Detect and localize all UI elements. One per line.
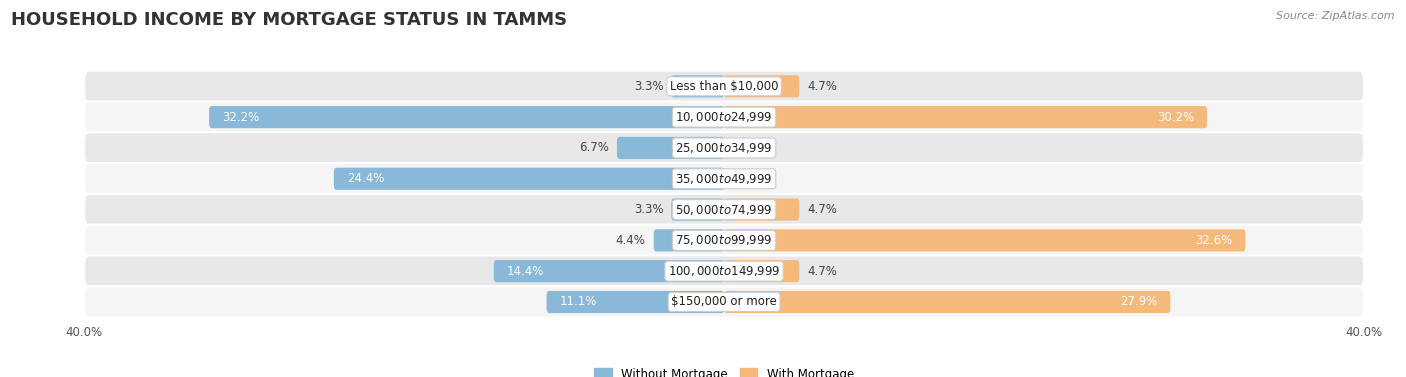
- FancyBboxPatch shape: [84, 225, 1364, 256]
- FancyBboxPatch shape: [671, 198, 724, 221]
- Text: 3.3%: 3.3%: [634, 203, 664, 216]
- Text: 4.4%: 4.4%: [616, 234, 645, 247]
- FancyBboxPatch shape: [654, 229, 724, 251]
- Text: 6.7%: 6.7%: [579, 141, 609, 155]
- FancyBboxPatch shape: [724, 198, 799, 221]
- Text: $10,000 to $24,999: $10,000 to $24,999: [675, 110, 773, 124]
- FancyBboxPatch shape: [84, 163, 1364, 195]
- FancyBboxPatch shape: [84, 286, 1364, 318]
- Text: 14.4%: 14.4%: [506, 265, 544, 278]
- Text: Less than $10,000: Less than $10,000: [669, 80, 779, 93]
- Text: 11.1%: 11.1%: [560, 296, 596, 308]
- Text: HOUSEHOLD INCOME BY MORTGAGE STATUS IN TAMMS: HOUSEHOLD INCOME BY MORTGAGE STATUS IN T…: [11, 11, 568, 29]
- Text: 32.2%: 32.2%: [222, 110, 259, 124]
- FancyBboxPatch shape: [84, 70, 1364, 102]
- Text: 27.9%: 27.9%: [1121, 296, 1157, 308]
- FancyBboxPatch shape: [333, 168, 724, 190]
- Text: 24.4%: 24.4%: [347, 172, 384, 185]
- FancyBboxPatch shape: [84, 256, 1364, 287]
- Text: 32.6%: 32.6%: [1195, 234, 1233, 247]
- FancyBboxPatch shape: [84, 132, 1364, 164]
- FancyBboxPatch shape: [724, 229, 1246, 251]
- Text: 4.7%: 4.7%: [807, 203, 837, 216]
- Text: $100,000 to $149,999: $100,000 to $149,999: [668, 264, 780, 278]
- Legend: Without Mortgage, With Mortgage: Without Mortgage, With Mortgage: [589, 363, 859, 377]
- FancyBboxPatch shape: [547, 291, 724, 313]
- Text: 30.2%: 30.2%: [1157, 110, 1194, 124]
- FancyBboxPatch shape: [671, 75, 724, 97]
- FancyBboxPatch shape: [724, 260, 799, 282]
- FancyBboxPatch shape: [724, 291, 1170, 313]
- FancyBboxPatch shape: [494, 260, 724, 282]
- Text: $150,000 or more: $150,000 or more: [671, 296, 778, 308]
- Text: 4.7%: 4.7%: [807, 265, 837, 278]
- FancyBboxPatch shape: [724, 75, 799, 97]
- Text: $50,000 to $74,999: $50,000 to $74,999: [675, 202, 773, 216]
- Text: 3.3%: 3.3%: [634, 80, 664, 93]
- FancyBboxPatch shape: [84, 194, 1364, 225]
- FancyBboxPatch shape: [617, 137, 724, 159]
- FancyBboxPatch shape: [84, 101, 1364, 133]
- FancyBboxPatch shape: [724, 106, 1208, 128]
- Text: $75,000 to $99,999: $75,000 to $99,999: [675, 233, 773, 247]
- Text: 4.7%: 4.7%: [807, 80, 837, 93]
- Text: Source: ZipAtlas.com: Source: ZipAtlas.com: [1277, 11, 1395, 21]
- FancyBboxPatch shape: [209, 106, 724, 128]
- Text: $35,000 to $49,999: $35,000 to $49,999: [675, 172, 773, 186]
- Text: $25,000 to $34,999: $25,000 to $34,999: [675, 141, 773, 155]
